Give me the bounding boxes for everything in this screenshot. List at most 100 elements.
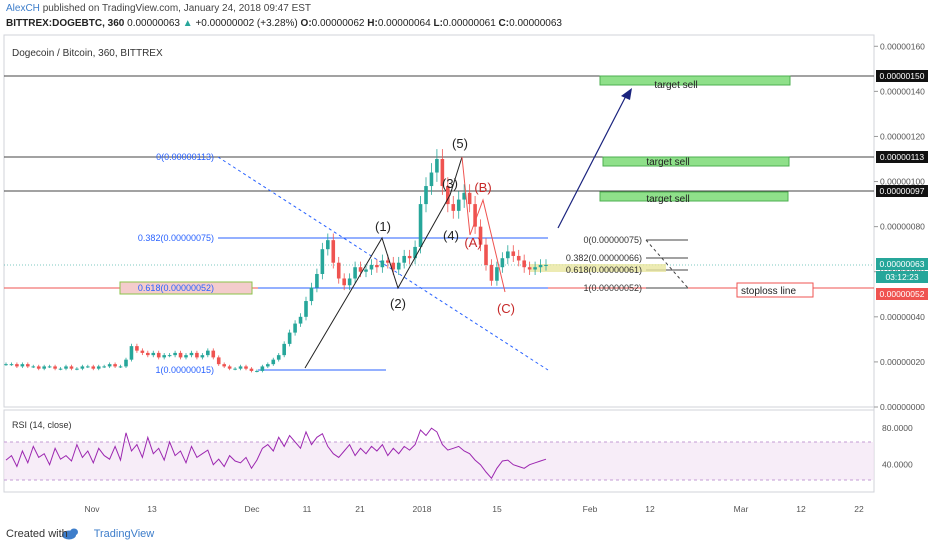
candle-81 [446,186,450,205]
stoploss-box[interactable] [736,282,814,298]
candle-95 [522,260,526,268]
rsi-line [5,427,547,480]
impulse-wave-line[interactable] [304,156,463,369]
wave-label-2: (2) [390,296,406,311]
candle-0 [4,364,8,366]
price-label-last: 0.00000063 [876,258,928,270]
svg-text:03:12:23: 03:12:23 [885,272,918,282]
svg-text:0.00000150: 0.00000150 [880,71,925,81]
candle-94 [516,255,521,261]
candle-84 [462,192,466,200]
candle-49 [271,359,276,365]
wave-label-a: (A) [464,235,481,250]
fib-retracement-right[interactable]: 0(0.00000075) 0.382(0.00000066) 0.618(0.… [530,235,689,293]
candle-40 [222,364,226,367]
target-label-2: target sell [646,157,689,168]
candle-9 [53,366,57,369]
x-tick-label-10: 12 [796,504,806,514]
y-tick-label-8: 0.00000160 [880,41,925,51]
arrow-head-icon [621,88,632,100]
candle-41 [227,366,232,369]
price-label-097: 0.00000097 [876,185,928,197]
price-label-150: 0.00000150 [876,70,928,82]
author-link[interactable]: AlexCH [6,3,40,14]
candle-37 [206,350,210,356]
wave-label-b: (B) [474,180,491,195]
projection-arrow[interactable] [557,91,629,229]
x-tick-label-11: 22 [854,504,864,514]
candle-38 [211,350,216,358]
candle-19 [107,364,112,367]
candle-24 [135,346,139,351]
candle-10 [58,368,63,370]
candle-4 [26,364,30,367]
symbol-info: BITTREX:DOGEBTC, 360 0.00000063 ▲ +0.000… [6,18,562,29]
candle-65 [358,267,363,272]
candle-86 [473,204,477,227]
candle-82 [451,204,456,211]
candle-48 [266,364,270,367]
close-value: 0.00000063 [509,18,562,29]
candle-60 [331,240,336,263]
candle-16 [91,366,96,369]
rsi-tick-label-1: 80.0000 [882,423,913,433]
candle-43 [238,366,243,369]
candle-99 [544,264,548,266]
fib-left-618: 0.618(0.00000052) [138,283,214,293]
low-value: 0.00000061 [442,18,496,29]
candle-51 [282,343,286,356]
candle-67 [369,264,374,270]
wave-label-c: (C) [497,301,515,316]
corrective-wave-line[interactable] [461,156,506,293]
candle-59 [326,240,330,250]
candle-97 [533,267,537,270]
change-text: +0.00000002 (+3.28%) [195,18,298,29]
candle-87 [478,226,483,245]
candle-72 [396,262,401,270]
price-label-113: 0.00000113 [876,151,928,163]
price-y-axis: 0.000000000.000000200.000000400.00000060… [874,41,925,412]
candle-29 [162,355,166,358]
target-box-3[interactable] [599,191,789,202]
candle-92 [506,251,510,259]
y-tick-label-6: 0.00000120 [880,131,925,141]
candle-80 [440,159,445,187]
candle-3 [20,364,25,367]
candle-64 [353,267,357,279]
wave-label-5: (5) [452,136,468,151]
candle-57 [315,273,319,288]
tradingview-link[interactable]: TradingView [93,528,155,540]
target-box-2[interactable] [602,156,790,167]
candle-27 [151,352,156,356]
candle-20 [113,364,117,367]
candle-7 [42,366,46,369]
last-value: 0.00000063 [127,18,180,29]
candle-17 [96,366,101,369]
rsi-tick-label-0: 40.0000 [882,460,913,470]
candle-21 [118,366,123,368]
symbol-label: BITTREX:DOGEBTC, 360 [6,18,125,29]
candle-13 [75,368,79,370]
price-pane[interactable] [3,34,875,408]
candle-6 [36,366,41,369]
candle-26 [146,352,150,356]
y-tick-label-2: 0.00000040 [880,312,925,322]
candle-46 [255,370,259,372]
high-value: 0.00000064 [377,18,431,29]
x-tick-label-7: Feb [583,504,598,514]
fib-retracement-left[interactable]: 0(0.00000113) 0.382(0.00000075) 0.618(0.… [119,152,549,375]
rsi-band [4,442,874,480]
candle-18 [102,366,106,368]
candle-73 [402,255,406,263]
target-box-1[interactable] [599,75,791,86]
candle-88 [484,244,488,265]
candle-22 [124,359,128,367]
x-tick-label-2: Dec [244,504,260,514]
open-value: 0.00000062 [311,18,365,29]
candle-62 [342,278,346,286]
candle-77 [424,186,428,205]
candle-8 [47,366,52,368]
x-tick-label-9: Mar [734,504,749,514]
candle-61 [336,262,341,279]
